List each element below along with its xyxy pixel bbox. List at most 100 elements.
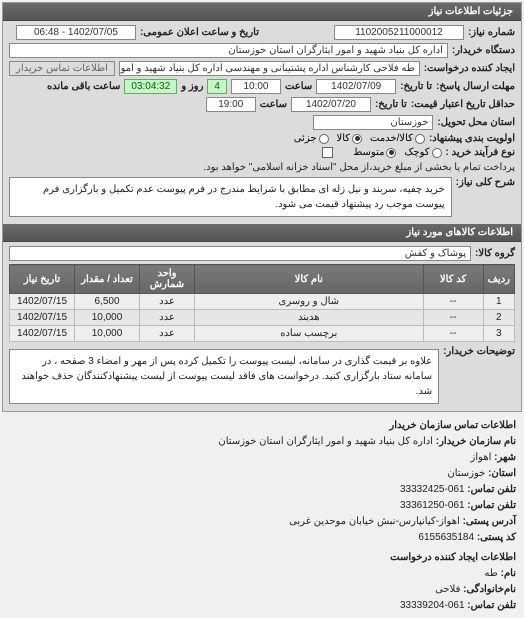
need-radio-low[interactable]: کوچک xyxy=(404,147,441,158)
group-label: گروه کالا: xyxy=(475,248,515,259)
radio-icon xyxy=(386,148,396,158)
remain-days: 4 xyxy=(207,79,227,94)
radio-icon xyxy=(415,134,425,144)
validity-label: حداقل تاریخ اعتبار قیمت: xyxy=(411,99,515,110)
table-row: 2--هدبندعدد10,0001402/07/15 xyxy=(10,310,515,326)
pkg-opt-all: کالا xyxy=(337,133,351,144)
pkg-priority-label: اولویت بندی پیشنهاد: xyxy=(429,133,515,144)
notes-label: توضیحات خریدار: xyxy=(443,346,515,357)
panel-body: شماره نیاز: 1102005211000012 تاریخ و ساع… xyxy=(3,21,521,224)
province2-value: خوزستان xyxy=(447,468,485,479)
payment-checkbox[interactable] xyxy=(322,147,333,158)
table-cell: 1402/07/15 xyxy=(10,326,75,342)
radio-icon xyxy=(319,134,329,144)
table-cell: 10,000 xyxy=(75,310,140,326)
to-date-label: تا تاریخ: xyxy=(400,81,432,92)
fax-value: 061-33361250 xyxy=(400,500,465,511)
contact-link[interactable]: اطلاعات تماس خریدار xyxy=(9,61,115,76)
pkg-radio-all[interactable]: کالا xyxy=(337,133,363,144)
buyer-value: اداره کل بنیاد شهید و امور ایثارگران است… xyxy=(9,43,448,58)
panel-title: جزئیات اطلاعات نیاز xyxy=(3,3,521,21)
group-value: پوشاک و کفش xyxy=(9,246,471,261)
address-label: آدرس پستی: xyxy=(463,516,516,527)
goods-col-header: ردیف xyxy=(483,265,514,294)
radio-icon xyxy=(352,134,362,144)
payment-label: پرداخت تمام یا بخشی از مبلغ خرید،از محل … xyxy=(203,162,515,173)
province-label: استان محل تحویل: xyxy=(437,117,515,128)
remaining-label: ساعت باقی مانده xyxy=(47,81,120,92)
creator-contact-heading: اطلاعات ایجاد کننده درخواست xyxy=(8,550,516,566)
goods-table: ردیفکد کالانام کالاواحد شمارشتعداد / مقد… xyxy=(9,264,515,342)
table-cell: 1 xyxy=(483,294,514,310)
postcode-label: کد پستی: xyxy=(477,532,516,543)
name-label: نام: xyxy=(501,568,516,579)
desc-label: شرح کلی نیاز: xyxy=(456,177,515,188)
table-cell: شال و روسری xyxy=(195,294,424,310)
need-opt-mid: متوسط xyxy=(353,147,384,158)
table-cell: -- xyxy=(423,294,483,310)
buyer-label: دستگاه خریدار: xyxy=(452,45,515,56)
time2-label: ساعت xyxy=(260,99,287,110)
goods-col-header: کد کالا xyxy=(423,265,483,294)
table-cell: عدد xyxy=(140,310,195,326)
table-cell: 1402/07/15 xyxy=(10,310,75,326)
table-cell: 2 xyxy=(483,310,514,326)
validity-date: 1402/07/20 xyxy=(291,97,371,112)
deadline-date: 1402/07/09 xyxy=(316,79,396,94)
address-value: اهواز-کیانپارس-نبش خیابان موحدین غربی xyxy=(289,516,460,527)
need-type-label: نوع فرآیند خرید : xyxy=(446,147,515,158)
deadline-time: 10:00 xyxy=(231,79,281,94)
province2-label: استان: xyxy=(488,468,516,479)
pkg-radio-partial[interactable]: جزئی xyxy=(294,133,329,144)
creator-phone-label: تلفن تماس: xyxy=(467,600,516,611)
validity-time: 19:00 xyxy=(206,97,256,112)
pkg-radio-item[interactable]: کالا/خدمت xyxy=(370,133,425,144)
city-value: اهواز xyxy=(471,452,492,463)
table-cell: 6,500 xyxy=(75,294,140,310)
postcode-value: 6155635184 xyxy=(418,532,474,543)
to-date2-label: تا تاریخ: xyxy=(375,99,407,110)
family-label: نام‌خانوادگی: xyxy=(463,584,516,595)
notes-text: علاوه بر قیمت گذاری در سامانه، لیست پیوس… xyxy=(9,349,439,404)
table-cell: عدد xyxy=(140,294,195,310)
goods-col-header: تاریخ نیاز xyxy=(10,265,75,294)
radio-icon xyxy=(432,148,442,158)
time-label: ساعت xyxy=(285,81,312,92)
need-opt-low: کوچک xyxy=(404,147,429,158)
table-cell: هدبند xyxy=(195,310,424,326)
buyer-contact-heading: اطلاعات تماس سازمان خریدار xyxy=(8,418,516,434)
phone-label: تلفن تماس: xyxy=(467,484,516,495)
req-no-label: شماره نیاز: xyxy=(468,27,515,38)
name-value: طه xyxy=(485,568,498,579)
phone-value: 061-33332425 xyxy=(400,484,465,495)
table-row: 3--برچسب سادهعدد10,0001402/07/15 xyxy=(10,326,515,342)
need-radio-group: کوچک متوسط xyxy=(353,147,441,158)
announce-label: تاریخ و ساعت اعلان عمومی: xyxy=(140,27,259,38)
need-radio-mid[interactable]: متوسط xyxy=(353,147,396,158)
main-panel: جزئیات اطلاعات نیاز شماره نیاز: 11020052… xyxy=(2,2,522,412)
deadline-label: مهلت ارسال پاسخ: xyxy=(436,81,515,92)
table-cell: عدد xyxy=(140,326,195,342)
city-label: شهر: xyxy=(494,452,516,463)
org-label: نام سازمان خریدار: xyxy=(436,436,516,447)
table-cell: -- xyxy=(423,310,483,326)
table-cell: 10,000 xyxy=(75,326,140,342)
creator-value: طه فلاحی کارشناس اداره پشتیبانی و مهندسی… xyxy=(119,61,420,76)
pkg-opt-partial: جزئی xyxy=(294,133,317,144)
province-value: خوزستان xyxy=(313,115,433,130)
req-no-value: 1102005211000012 xyxy=(334,25,464,40)
announce-value: 1402/07/05 - 06:48 xyxy=(16,25,136,40)
pkg-radio-group: کالا/خدمت کالا جزئی xyxy=(294,133,425,144)
goods-header: اطلاعات کالاهای مورد نیاز xyxy=(3,224,521,242)
table-cell: 3 xyxy=(483,326,514,342)
remain-time: 03:04:32 xyxy=(124,79,177,94)
org-value: اداره کل بنیاد شهید و امور ایثارگران است… xyxy=(218,436,433,447)
table-row: 1--شال و روسریعدد6,5001402/07/15 xyxy=(10,294,515,310)
pkg-opt-item: کالا/خدمت xyxy=(370,133,413,144)
goods-body: گروه کالا: پوشاک و کفش ردیفکد کالانام کا… xyxy=(3,242,521,411)
fax-label: تلفن تماس: xyxy=(467,500,516,511)
table-cell: برچسب ساده xyxy=(195,326,424,342)
goods-col-header: تعداد / مقدار xyxy=(75,265,140,294)
buyer-contact-section: اطلاعات تماس سازمان خریدار نام سازمان خر… xyxy=(0,414,524,618)
table-cell: -- xyxy=(423,326,483,342)
